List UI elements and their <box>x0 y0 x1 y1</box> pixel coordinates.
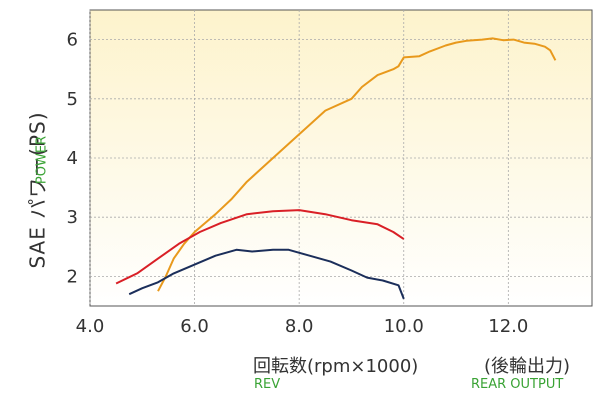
y-axis-subtitle: POWER <box>34 135 50 185</box>
x-tick-label: 8.0 <box>285 316 314 337</box>
x-tick-labels: 4.0 6.0 8.0 10.0 12.0 <box>76 316 529 337</box>
x-axis-note-subtitle: REAR OUTPUT <box>471 377 564 392</box>
y-tick-label: 2 <box>67 266 78 287</box>
x-axis-title: 回転数(rpm×1000) <box>253 356 419 377</box>
x-tick-label: 12.0 <box>488 316 528 337</box>
y-tick-label: 5 <box>67 89 78 110</box>
y-tick-labels: 2 3 4 5 6 <box>67 30 78 288</box>
series-line-2 <box>128 248 405 300</box>
x-axis-note: (後輪出力) <box>484 356 571 377</box>
x-tick-label: 4.0 <box>76 316 105 337</box>
series-line-0 <box>157 37 557 292</box>
series-layer <box>115 37 557 300</box>
series-line-1 <box>115 209 405 285</box>
y-tick-label: 6 <box>67 30 78 51</box>
plot-area <box>89 9 593 307</box>
x-axis-subtitle: REV <box>254 377 281 392</box>
y-tick-label: 4 <box>67 148 78 169</box>
x-tick-label: 10.0 <box>384 316 424 337</box>
x-tick-label: 6.0 <box>180 316 209 337</box>
y-tick-label: 3 <box>67 207 78 228</box>
